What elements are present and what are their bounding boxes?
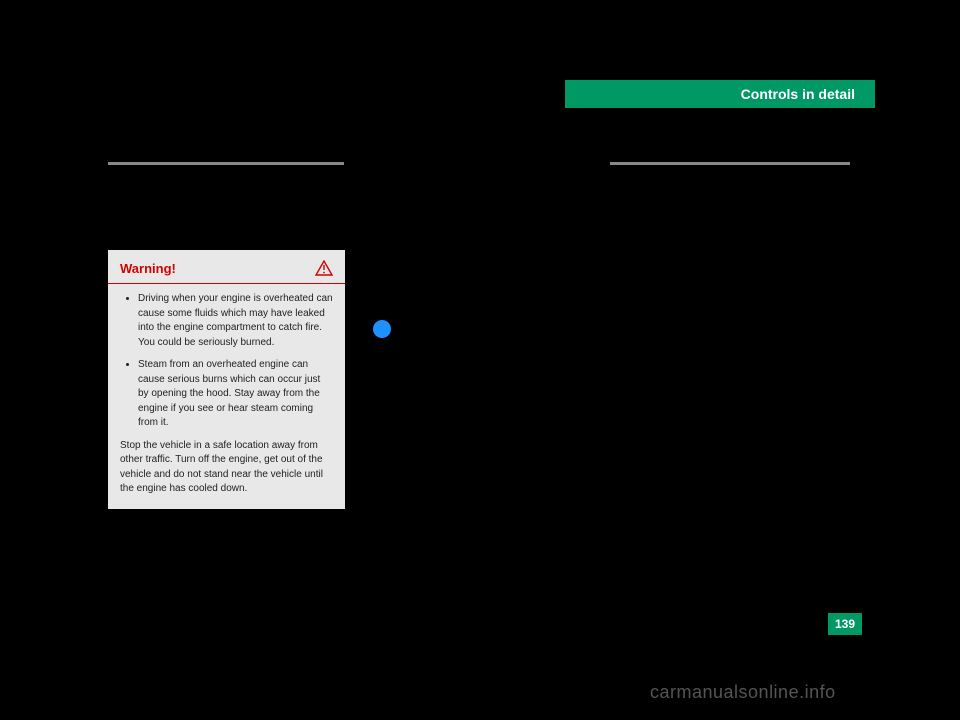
warning-callout: Warning! Driving when your engine is ove… — [108, 250, 345, 509]
divider-right — [610, 162, 850, 165]
warning-header: Warning! — [108, 250, 345, 284]
warning-body: Driving when your engine is overheated c… — [108, 284, 345, 509]
page-number-badge: 139 — [828, 613, 862, 635]
manual-page: Controls in detail Warning! Driving when… — [0, 0, 960, 720]
warning-triangle-icon — [315, 260, 333, 277]
warning-bullet-list: Driving when your engine is overheated c… — [120, 292, 333, 431]
watermark-text: carmanualsonline.info — [650, 682, 836, 703]
divider-left — [108, 162, 344, 165]
warning-bullet: Steam from an overheated engine can caus… — [138, 358, 333, 431]
warning-footer-text: Stop the vehicle in a safe location away… — [120, 439, 333, 497]
warning-title: Warning! — [120, 261, 176, 276]
warning-bullet: Driving when your engine is overheated c… — [138, 292, 333, 350]
info-icon — [373, 320, 391, 338]
section-header: Controls in detail — [565, 80, 875, 108]
